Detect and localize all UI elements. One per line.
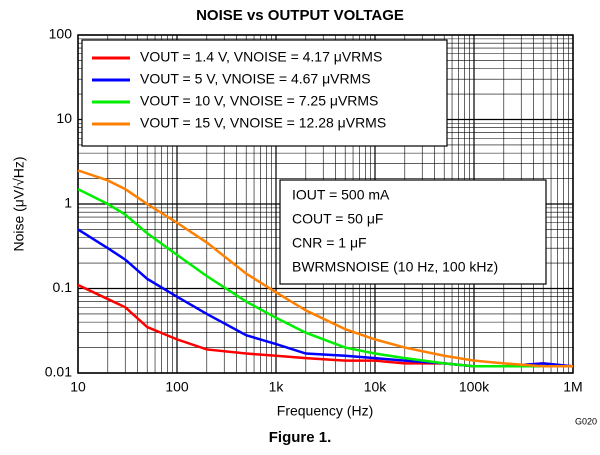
x-axis-label: Frequency (Hz) — [277, 403, 373, 419]
y-tick-label: 10 — [56, 110, 72, 126]
y-tick-label: 1 — [64, 195, 72, 211]
x-tick-label: 100k — [459, 379, 490, 395]
y-tick-label: 100 — [49, 26, 73, 42]
x-tick-label: 1M — [563, 379, 582, 395]
series-line — [77, 188, 573, 368]
figure-caption: Figure 1. — [269, 429, 332, 446]
y-tick-label: 0.1 — [53, 279, 73, 295]
x-tick-label: 10 — [70, 379, 86, 395]
y-tick-label: 0.01 — [45, 364, 72, 380]
legend-label: VOUT = 1.4 V, VNOISE = 4.17 μVRMS — [140, 49, 382, 65]
legend-label: VOUT = 15 V, VNOISE = 12.28 μVRMS — [140, 115, 386, 131]
legend-label: VOUT = 10 V, VNOISE = 7.25 μVRMS — [140, 93, 378, 109]
figure-code: G020 — [575, 416, 597, 426]
x-tick-label: 10k — [364, 379, 388, 395]
annotation: BWRMSNOISE (10 Hz, 100 kHz) — [292, 259, 498, 275]
y-axis-label: Noise (μV/√Hz) — [11, 156, 27, 251]
annotation-box — [279, 179, 547, 285]
legend-label: VOUT = 5 V, VNOISE = 4.67 μVRMS — [140, 71, 371, 87]
plot-frame — [77, 34, 574, 374]
x-tick-label: 100 — [165, 379, 189, 395]
legend-box — [81, 39, 448, 147]
annotation: CNR = 1 μF — [292, 235, 367, 251]
annotation: COUT = 50 μF — [292, 211, 383, 227]
x-tick-label: 1k — [269, 379, 285, 395]
annotation: IOUT = 500 mA — [292, 187, 390, 203]
series-line — [77, 169, 573, 368]
chart-title: NOISE vs OUTPUT VOLTAGE — [196, 7, 404, 24]
